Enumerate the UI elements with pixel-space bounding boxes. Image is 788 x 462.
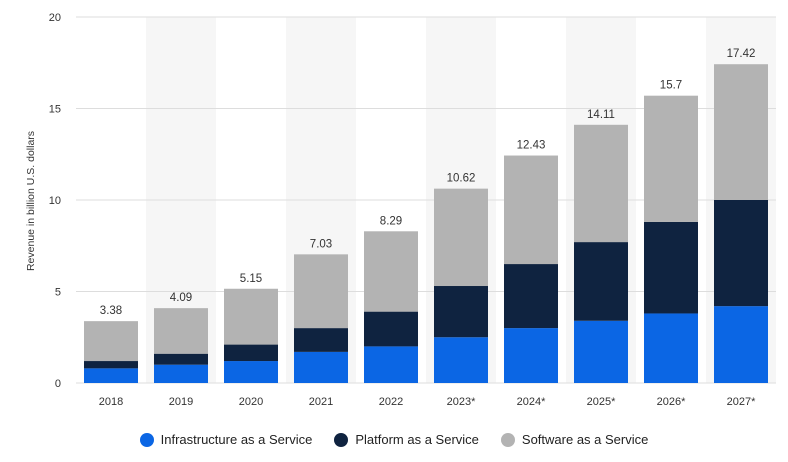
bar-segment-iaas[interactable] (574, 320, 628, 383)
legend-item-paas[interactable]: Platform as a Service (334, 432, 479, 447)
bar-segment-iaas[interactable] (294, 351, 348, 383)
bar-total-label: 7.03 (310, 238, 332, 250)
bar-segment-iaas[interactable] (154, 364, 208, 383)
x-tick-label: 2022 (379, 396, 403, 408)
bar-segment-saas[interactable] (504, 155, 558, 265)
bar-total-label: 8.29 (380, 215, 402, 227)
legend-label-iaas: Infrastructure as a Service (160, 432, 313, 447)
bar-segment-iaas[interactable] (224, 361, 278, 383)
bar-segment-paas[interactable] (294, 328, 348, 352)
bar-segment-saas[interactable] (434, 188, 488, 287)
bar-total-label: 5.15 (240, 273, 262, 285)
bar-segment-paas[interactable] (224, 344, 278, 362)
bar-segment-paas[interactable] (154, 353, 208, 365)
bar-segment-paas[interactable] (644, 221, 698, 314)
bar-segment-paas[interactable] (84, 361, 138, 369)
x-tick-label: 2021 (309, 396, 333, 408)
bar-segment-saas[interactable] (644, 95, 698, 222)
y-axis-label: Revenue in billion U.S. dollars (25, 131, 37, 271)
stacked-bar-chart: 3.38 4.09 5.15 7.03 8.29 10.62 12.43 14.11 15.7 1… (25, 12, 776, 408)
bar-segment-saas[interactable] (224, 288, 278, 345)
x-tick-label: 2020 (239, 396, 263, 408)
bar-total-label: 3.38 (100, 305, 122, 317)
legend: Infrastructure as a Service Platform as … (0, 432, 788, 447)
bar-segment-iaas[interactable] (504, 328, 558, 383)
bar-total-label: 10.62 (447, 173, 476, 185)
bar-segment-paas[interactable] (714, 200, 768, 307)
bar-total-label: 17.42 (727, 48, 756, 60)
bar-segment-paas[interactable] (364, 311, 418, 347)
legend-item-iaas[interactable]: Infrastructure as a Service (139, 432, 313, 447)
x-tick-label: 2025* (587, 396, 616, 408)
bar-segment-iaas[interactable] (84, 368, 138, 383)
bar-segment-paas[interactable] (574, 242, 628, 321)
bar-segment-saas[interactable] (294, 254, 348, 329)
bar-total-label: 12.43 (517, 140, 546, 152)
x-tick-label: 2024* (517, 396, 546, 408)
bar-segment-saas[interactable] (154, 308, 208, 354)
y-tick-label: 0 (55, 378, 61, 390)
bar-segment-saas[interactable] (84, 321, 138, 362)
legend-label-saas: Software as a Service (521, 432, 649, 447)
bar-total-label: 14.11 (587, 109, 615, 121)
bar-segment-saas[interactable] (714, 64, 768, 201)
bar-segment-saas[interactable] (364, 231, 418, 312)
bar-segment-iaas[interactable] (644, 313, 698, 383)
legend-swatch-iaas (139, 432, 154, 447)
x-tick-label: 2027* (727, 396, 756, 408)
bar-segment-iaas[interactable] (364, 346, 418, 383)
y-tick-label: 15 (49, 104, 61, 116)
x-tick-label: 2019 (169, 396, 193, 408)
y-tick-label: 20 (49, 12, 61, 24)
bar-segment-paas[interactable] (504, 264, 558, 329)
x-tick-label: 2026* (657, 396, 686, 408)
bar-total-label: 4.09 (170, 292, 192, 304)
legend-item-saas[interactable]: Software as a Service (500, 432, 649, 447)
bar-segment-paas[interactable] (434, 286, 488, 338)
x-tick-label: 2018 (99, 396, 123, 408)
y-tick-label: 5 (55, 287, 61, 299)
legend-swatch-paas (334, 432, 349, 447)
x-tick-label: 2023* (447, 396, 476, 408)
bar-segment-saas[interactable] (574, 124, 628, 243)
bar-total-label: 15.7 (660, 80, 682, 92)
y-tick-label: 10 (49, 195, 61, 207)
legend-swatch-saas (500, 432, 515, 447)
legend-label-paas: Platform as a Service (355, 432, 479, 447)
bar-segment-iaas[interactable] (714, 306, 768, 383)
bar-segment-iaas[interactable] (434, 337, 488, 383)
